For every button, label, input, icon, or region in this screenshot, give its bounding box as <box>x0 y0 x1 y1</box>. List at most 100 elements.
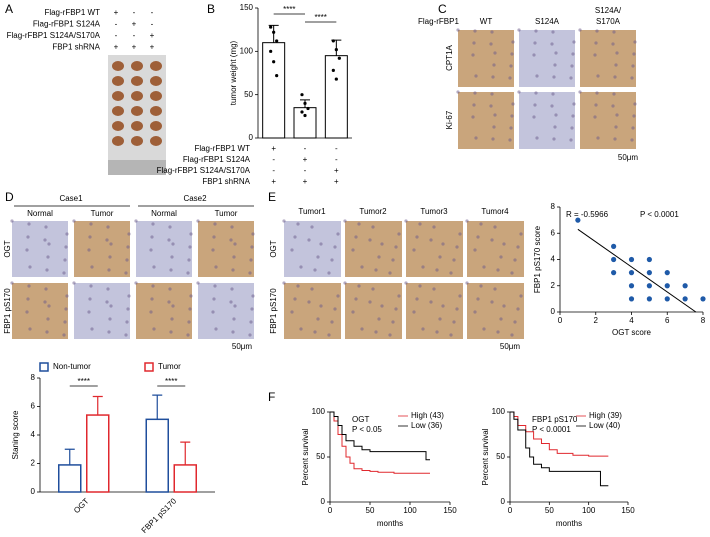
x-axis-label: months <box>377 519 403 528</box>
cell <box>44 225 48 229</box>
cell <box>88 235 92 239</box>
cell <box>455 245 459 249</box>
x-tick-label: 0 <box>328 506 333 515</box>
cell <box>233 304 237 308</box>
x-tick-label: 8 <box>701 316 706 325</box>
cell <box>368 300 372 304</box>
data-point <box>275 74 279 78</box>
micrograph <box>198 221 254 277</box>
cell <box>432 225 436 229</box>
cell <box>374 268 378 272</box>
y-tick-label: 6 <box>31 402 36 411</box>
micrograph <box>345 283 402 339</box>
cell <box>336 232 340 236</box>
y-axis-label: tumor weight (mg) <box>229 40 238 105</box>
cell <box>336 294 340 298</box>
cell <box>571 114 575 118</box>
cell <box>360 327 364 331</box>
cell <box>532 53 536 57</box>
y-tick-label: 100 <box>240 46 254 55</box>
data-point <box>700 296 706 302</box>
cell <box>196 219 200 223</box>
cell <box>10 281 14 285</box>
column-heading: Flag-rFBP1 <box>418 17 459 26</box>
cell <box>28 327 32 331</box>
condition-sign: - <box>272 155 275 164</box>
cell <box>368 238 372 242</box>
cell <box>127 294 131 298</box>
cell <box>64 245 68 249</box>
x-tick-label: 2 <box>594 316 599 325</box>
cell <box>412 310 416 314</box>
cell <box>473 248 477 252</box>
cell <box>388 333 392 337</box>
survival-curve <box>510 411 609 487</box>
micrograph <box>458 92 514 149</box>
annotation: P < 0.05 <box>352 425 382 434</box>
cell <box>633 40 637 44</box>
cell <box>63 320 67 324</box>
cell <box>333 307 337 311</box>
cell <box>150 235 154 239</box>
cell <box>570 64 574 68</box>
cell <box>62 333 66 337</box>
cell <box>554 51 558 55</box>
cell <box>43 300 47 304</box>
data-point <box>664 270 670 276</box>
cell <box>633 102 637 106</box>
cell <box>474 136 478 140</box>
cell <box>151 284 155 288</box>
cell <box>213 222 217 226</box>
cell <box>493 51 497 55</box>
cell <box>473 91 477 95</box>
condition-label: Flag-rFBP1 S124A <box>183 155 251 164</box>
cell <box>519 232 523 236</box>
cell <box>26 297 30 301</box>
cell <box>47 242 51 246</box>
cell <box>290 248 294 252</box>
cell <box>374 330 378 334</box>
cell <box>502 304 506 308</box>
cell <box>89 284 93 288</box>
condition-sign: - <box>133 31 136 40</box>
cell <box>412 248 416 252</box>
cell <box>611 104 615 108</box>
cell <box>307 238 311 242</box>
row-label: Ki-67 <box>445 110 454 129</box>
cell <box>474 74 478 78</box>
data-point <box>628 283 635 289</box>
row-label: OGT <box>3 240 12 257</box>
legend-label: Low (40) <box>589 421 620 430</box>
micrograph <box>580 92 636 149</box>
cell <box>290 310 294 314</box>
error-bar <box>180 441 191 465</box>
cell <box>319 304 323 308</box>
cell <box>465 281 469 285</box>
data-point <box>611 243 617 249</box>
data-point <box>646 270 652 276</box>
survival-curve <box>510 411 609 457</box>
condition-sign: - <box>335 155 338 164</box>
cell <box>282 219 286 223</box>
cell <box>89 222 93 226</box>
cell <box>168 225 172 229</box>
x-tick-label: 4 <box>629 316 634 325</box>
cell <box>552 137 556 141</box>
data-point <box>628 270 635 276</box>
cell <box>532 115 536 119</box>
cell <box>482 327 486 331</box>
cell <box>449 333 453 337</box>
condition-sign: + <box>132 20 137 29</box>
cell <box>134 281 138 285</box>
condition-sign: - <box>304 166 307 175</box>
cell <box>569 138 573 142</box>
cell <box>211 310 215 314</box>
cell <box>493 287 497 291</box>
cell <box>388 271 392 275</box>
data-point <box>682 296 688 302</box>
cell <box>188 245 192 249</box>
cell <box>553 63 557 67</box>
cell <box>282 281 286 285</box>
cell <box>354 235 358 239</box>
condition-sign: + <box>303 155 308 164</box>
